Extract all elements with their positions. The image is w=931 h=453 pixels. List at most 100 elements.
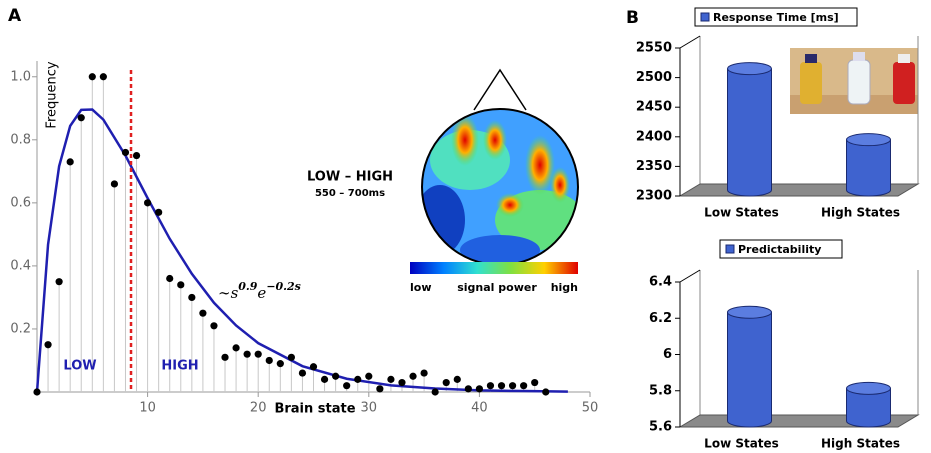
point (33, 388, 41, 396)
x-tick-label: Low States (704, 437, 779, 451)
legend-label: Response Time [ms] (713, 11, 839, 24)
point (177, 281, 185, 289)
x-tick-label: Low States (704, 206, 779, 220)
point (420, 369, 428, 377)
point (475, 385, 483, 393)
y-tick-label: 2350 (636, 159, 672, 174)
fit-label-part: 0.9 (238, 280, 257, 293)
point (243, 350, 251, 358)
point (332, 372, 340, 380)
point (66, 158, 74, 166)
point (166, 274, 174, 283)
point (309, 363, 318, 371)
point (365, 372, 373, 380)
fit-label-part: ∼s (218, 284, 239, 302)
y-tick-label: 0.8 (10, 132, 31, 147)
point (531, 378, 539, 387)
y-tick-label: 6 (663, 347, 672, 362)
y-tick-label: 0.2 (10, 321, 31, 336)
point (188, 293, 196, 302)
y-tick-label: 5.6 (649, 420, 672, 435)
point (398, 378, 406, 387)
y-tick-label: 2500 (636, 70, 672, 85)
point (542, 388, 550, 396)
point (486, 382, 495, 390)
topomap (410, 68, 579, 274)
legend-box (719, 239, 843, 259)
fit-curve (35, 108, 568, 393)
bar-top (727, 305, 772, 319)
y-tick-label: 2550 (636, 41, 672, 56)
point (121, 148, 130, 157)
x-tick-label: 30 (361, 401, 378, 416)
point (144, 199, 152, 207)
point (44, 341, 52, 349)
panel-label: B (626, 8, 639, 28)
point (132, 151, 141, 160)
point (320, 375, 329, 383)
colorbar-label: high (551, 281, 578, 294)
y-axis-title: Frequency (45, 61, 60, 128)
y-axis-depth (679, 35, 701, 49)
point (99, 73, 107, 81)
y-tick-label: 2400 (636, 129, 672, 144)
y-tick-label: 1.0 (10, 69, 31, 84)
bar (727, 312, 772, 421)
colorbar-label: signal power (457, 281, 537, 294)
x-axis-title: Brain state (274, 402, 355, 417)
y-tick-label: 6.2 (649, 311, 672, 326)
colorbar-label: low (410, 281, 432, 294)
point (155, 208, 163, 216)
y-tick-label: 0.6 (10, 195, 31, 210)
point (276, 360, 284, 368)
legend-box (694, 7, 858, 27)
point (287, 353, 295, 361)
bar-top (727, 62, 772, 76)
y-tick-label: 2450 (636, 100, 672, 115)
fit-label-part: −0.2s (266, 280, 301, 293)
y-axis-depth (679, 269, 701, 283)
x-tick-label: 20 (250, 401, 267, 416)
x-tick-label: 40 (471, 401, 488, 416)
point (387, 375, 395, 383)
point (354, 375, 362, 383)
x-tick-label: 50 (582, 401, 599, 416)
point (55, 278, 63, 286)
annotation: LOW (63, 359, 96, 374)
y-tick-label: 5.8 (649, 383, 672, 398)
point (110, 180, 119, 188)
legend-swatch (725, 244, 735, 254)
topomap-title: LOW – HIGH (307, 170, 393, 185)
legend-label: Predictability (738, 243, 821, 256)
bar (846, 139, 891, 190)
point (508, 382, 517, 390)
x-tick-label: 10 (139, 401, 156, 416)
point (210, 322, 218, 330)
point (265, 356, 273, 365)
point (431, 388, 439, 396)
point (298, 369, 307, 377)
point (520, 382, 528, 390)
fit-label: ∼s0.9e−0.2s (218, 280, 301, 302)
x-tick-label: High States (821, 437, 900, 451)
point (199, 309, 207, 317)
point (442, 378, 450, 387)
point (232, 344, 240, 352)
y-tick-label: 6.4 (649, 275, 672, 290)
topomap-subtitle: 550 – 700ms (315, 188, 385, 199)
fit-label-part: e (257, 284, 266, 302)
bar-top (846, 133, 891, 147)
annotation: HIGH (161, 359, 198, 374)
legend-swatch (700, 12, 710, 22)
point (464, 385, 472, 393)
bar-top (846, 381, 891, 395)
point (254, 350, 262, 358)
bar (727, 68, 772, 190)
photo (790, 48, 918, 114)
point (409, 372, 417, 380)
panel-label: A (8, 6, 22, 26)
point (453, 375, 461, 383)
y-tick-label: 0.4 (10, 258, 31, 273)
x-tick-label: High States (821, 206, 900, 220)
